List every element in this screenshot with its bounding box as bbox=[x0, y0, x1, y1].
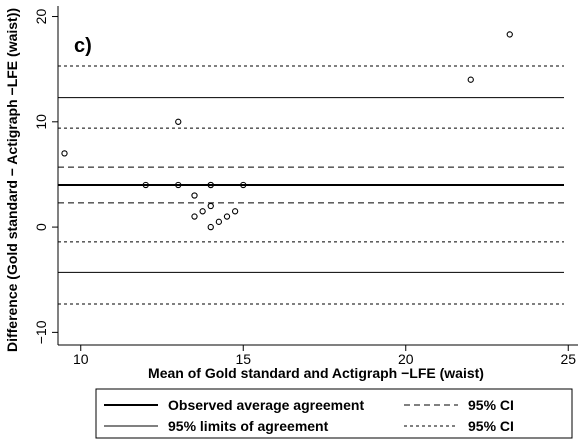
data-point bbox=[199, 208, 206, 215]
x-tick-label: 15 bbox=[235, 351, 251, 367]
data-point bbox=[191, 213, 198, 220]
data-point bbox=[207, 223, 214, 231]
x-tick-label: 10 bbox=[73, 351, 89, 367]
data-point bbox=[191, 192, 198, 199]
data-point bbox=[231, 208, 239, 215]
data-point bbox=[215, 218, 223, 225]
x-axis-title: Mean of Gold standard and Actigraph −LFE… bbox=[148, 365, 484, 381]
y-tick-label: 20 bbox=[33, 9, 49, 25]
data-point bbox=[467, 76, 474, 83]
data-point bbox=[175, 181, 182, 189]
legend-label: Observed average agreement bbox=[168, 397, 364, 413]
y-tick-label: −10 bbox=[33, 320, 49, 344]
legend-box bbox=[95, 388, 573, 439]
data-point bbox=[142, 181, 149, 189]
data-point bbox=[61, 150, 68, 157]
data-point bbox=[240, 181, 247, 189]
data-point bbox=[207, 202, 214, 210]
legend: Observed average agreement 95% CI 95% limi… bbox=[95, 388, 573, 439]
x-axis: 10 15 20 25 bbox=[58, 344, 578, 367]
legend-label: 95% limits of agreement bbox=[168, 418, 329, 434]
plot-area bbox=[58, 31, 564, 305]
x-tick-label: 25 bbox=[560, 351, 576, 367]
legend-label: 95% CI bbox=[468, 418, 514, 434]
data-point bbox=[175, 118, 182, 125]
y-tick-label: 10 bbox=[33, 114, 49, 130]
data-point bbox=[506, 31, 513, 38]
data-point bbox=[223, 213, 231, 220]
x-tick-label: 20 bbox=[398, 351, 414, 367]
data-point bbox=[207, 181, 214, 189]
y-tick-label: 0 bbox=[33, 223, 49, 231]
legend-label: 95% CI bbox=[468, 397, 514, 413]
y-axis-title: Difference (Gold standard − Actigraph −L… bbox=[4, 8, 20, 352]
panel-label: c) bbox=[74, 35, 92, 57]
y-axis: −10 0 10 20 bbox=[33, 6, 59, 345]
